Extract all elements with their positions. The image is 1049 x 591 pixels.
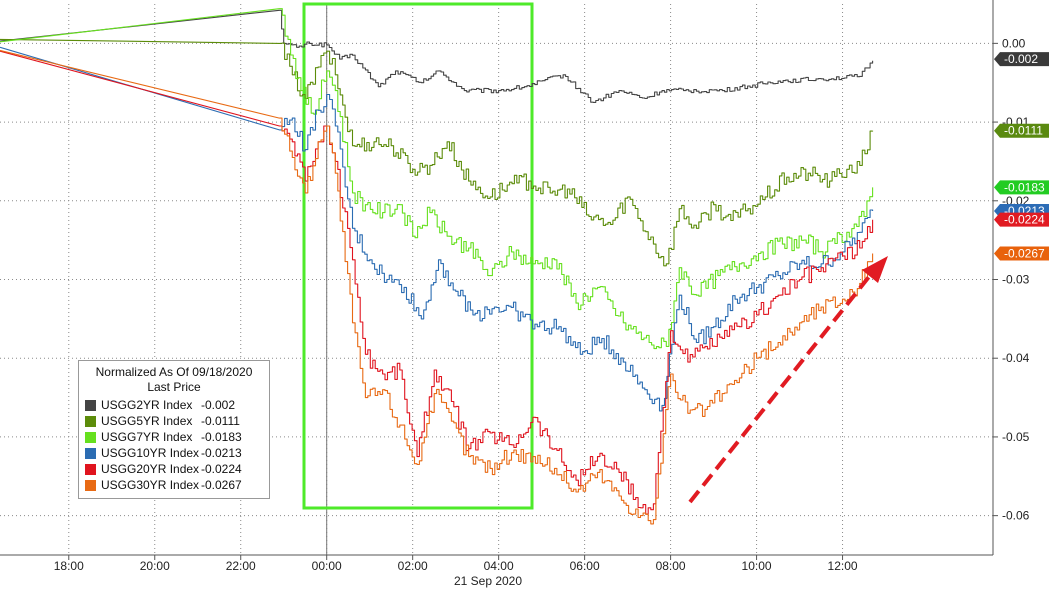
x-tick-label: 22:00 xyxy=(226,559,256,573)
series-lines xyxy=(0,8,874,525)
series-line xyxy=(0,9,874,103)
legend-entry: USGG10YR Index -0.0213 xyxy=(85,445,263,461)
series-line xyxy=(0,46,874,412)
legend-series-name: USGG7YR Index xyxy=(101,430,193,444)
last-price-tag-label: -0.002 xyxy=(1004,52,1038,66)
legend-series-value: -0.0111 xyxy=(201,414,240,428)
x-tick-label: 08:00 xyxy=(656,559,686,573)
legend-swatch xyxy=(85,463,96,475)
last-price-tag-label: -0.0183 xyxy=(1004,180,1045,194)
x-tick-label: 00:00 xyxy=(312,559,342,573)
series-line xyxy=(0,8,874,350)
legend-series-value: -0.002 xyxy=(201,398,236,412)
legend-subtitle: Last Price xyxy=(147,380,201,394)
x-tick-label: 06:00 xyxy=(570,559,600,573)
y-tick-label: 0.00 xyxy=(1002,36,1026,50)
last-price-tag: -0.0224 xyxy=(994,212,1049,227)
last-price-tag: -0.0183 xyxy=(994,180,1049,195)
legend-series-value: -0.0224 xyxy=(201,462,242,476)
last-price-tag: -0.0267 xyxy=(994,246,1049,261)
arrow-shaft xyxy=(688,271,874,504)
legend-series-name: USGG5YR Index xyxy=(101,414,193,428)
axes: 18:00 20:00 22:00 00:00 02:00 04:00 06:00 08:00… xyxy=(0,0,1030,573)
legend-entries: USGG2YR Index -0.002 USGG5YR Index -0.0111 U… xyxy=(85,397,263,493)
x-tick-label: 20:00 xyxy=(140,559,170,573)
legend-swatch xyxy=(85,447,96,459)
legend-entry: USGG30YR Index -0.0267 xyxy=(85,477,263,493)
legend-series-name: USGG20YR Index xyxy=(101,462,200,476)
legend-swatch xyxy=(85,431,96,443)
x-tick-label: 10:00 xyxy=(742,559,772,573)
series-line xyxy=(0,38,874,267)
x-tick-label: 18:00 xyxy=(54,559,84,573)
last-price-tag-box xyxy=(994,123,1049,138)
legend-series-value: -0.0183 xyxy=(201,430,242,444)
series-line xyxy=(0,49,874,525)
last-price-tag-label: -0.0111 xyxy=(1004,124,1043,138)
y-tick-label: -0.06 xyxy=(1002,509,1030,523)
legend-swatch xyxy=(85,399,96,411)
legend-entry: USGG5YR Index -0.0111 xyxy=(85,413,263,429)
y-tick-label: -0.04 xyxy=(1002,351,1030,365)
last-price-tag: -0.002 xyxy=(994,52,1049,67)
last-price-tag-label: -0.0267 xyxy=(1004,247,1045,261)
legend-swatch xyxy=(85,479,96,491)
legend-swatch xyxy=(85,415,96,427)
grid-lines xyxy=(0,4,993,555)
x-axis-date-label: 21 Sep 2020 xyxy=(454,574,522,588)
y-tick-label: -0.03 xyxy=(1002,273,1030,287)
legend-series-name: USGG10YR Index xyxy=(101,446,200,460)
legend-entry: USGG7YR Index -0.0183 xyxy=(85,429,263,445)
legend-title: Normalized As Of 09/18/2020 xyxy=(95,365,253,379)
legend-entry: USGG20YR Index -0.0224 xyxy=(85,461,263,477)
x-tick-label: 02:00 xyxy=(398,559,428,573)
trend-arrow xyxy=(688,256,888,504)
legend-series-value: -0.0267 xyxy=(201,478,242,492)
footer-strip xyxy=(0,582,1049,591)
last-price-tag-box xyxy=(994,52,1049,67)
x-tick-label: 12:00 xyxy=(828,559,858,573)
x-tick-label: 04:00 xyxy=(484,559,514,573)
arrow-head xyxy=(862,256,888,283)
legend: Normalized As Of 09/18/2020 Last Price U… xyxy=(78,360,270,499)
series-line xyxy=(0,50,874,515)
legend-series-name: USGG2YR Index xyxy=(101,398,193,412)
last-price-tag: -0.0111 xyxy=(994,124,1049,138)
legend-series-name: USGG30YR Index xyxy=(101,478,200,492)
legend-entry: USGG2YR Index -0.002 xyxy=(85,397,263,413)
legend-series-value: -0.0213 xyxy=(201,446,242,460)
last-price-tag-label: -0.0224 xyxy=(1004,213,1045,227)
y-tick-label: -0.05 xyxy=(1002,430,1030,444)
last-price-tag-box xyxy=(994,180,1049,195)
last-price-tag-box xyxy=(994,246,1049,261)
highlight-rect xyxy=(302,2,534,510)
last-price-tag-box xyxy=(994,212,1049,227)
last-price-tags: -0.002-0.0111-0.0183-0.0213-0.0224-0.026… xyxy=(994,52,1049,261)
